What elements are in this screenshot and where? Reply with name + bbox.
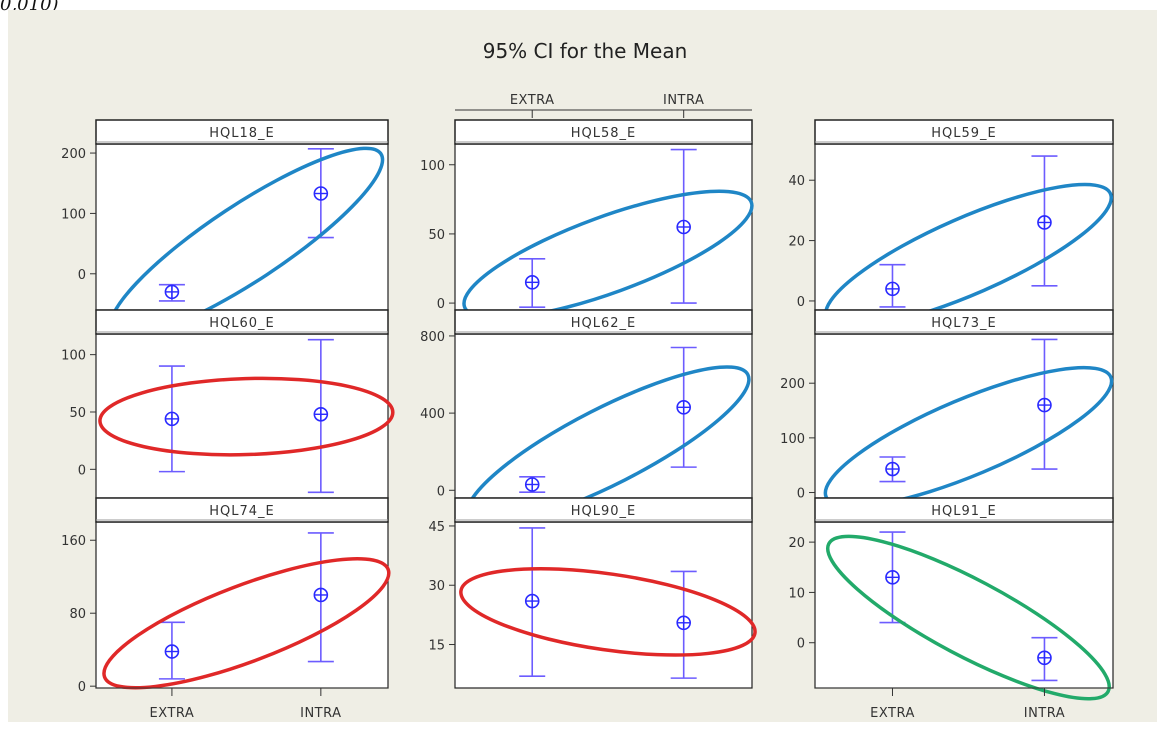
top-axis-label: INTRA: [663, 93, 704, 108]
y-tick-label: 800: [420, 330, 445, 345]
panel-strip: [454, 497, 753, 523]
panel-hql58-e: HQL58_E 0 50 100: [420, 119, 754, 320]
panel-hql91-e: HQL91_E 0 10 20: [788, 497, 1114, 701]
y-tick-label: 50: [69, 406, 86, 421]
panel-strip: [95, 119, 389, 145]
y-tick-label: 0: [437, 297, 445, 312]
y-tick-label: 80: [69, 607, 86, 622]
panel-hql74-e: HQL74_E 0 80 160: [61, 497, 391, 695]
panel-hql59-e: HQL59_E 0 20 40: [788, 119, 1114, 329]
panel-frame: [95, 333, 389, 499]
panel-frame: [814, 333, 1114, 499]
bottom-axis-label: EXTRA: [870, 706, 915, 721]
highlight-ellipse: [823, 365, 1114, 509]
chart-title: 95% CI for the Mean: [483, 39, 688, 63]
y-tick-label: 0: [78, 680, 86, 695]
panel-hql62-e: HQL62_E 0 400 800: [420, 309, 753, 527]
panel-strip: [454, 119, 753, 145]
panel-strip: [814, 309, 1114, 335]
panel-title: HQL18_E: [209, 126, 275, 141]
panel-strip: [95, 497, 389, 523]
y-tick-label: 0: [797, 295, 805, 310]
y-tick-label: 200: [61, 147, 86, 162]
panel-frame: [454, 521, 753, 689]
panel-frame: [814, 143, 1114, 311]
y-tick-label: 50: [428, 228, 445, 243]
panel-hql90-e: HQL90_E 15 30 45: [428, 497, 757, 689]
panel-frame: [814, 521, 1114, 689]
panel-title: HQL91_E: [931, 504, 997, 519]
y-tick-label: 0: [78, 268, 86, 283]
y-tick-label: 100: [61, 207, 86, 222]
highlight-ellipse: [462, 189, 754, 320]
panel-title: HQL62_E: [571, 316, 637, 331]
bottom-axis-label: INTRA: [1024, 706, 1065, 721]
highlight-ellipse: [825, 534, 1111, 701]
y-tick-label: 100: [420, 159, 445, 174]
top-axis-label: EXTRA: [510, 93, 555, 108]
panel-hql60-e: HQL60_E 0 50 100: [61, 309, 395, 499]
panel-title: HQL58_E: [571, 126, 637, 141]
highlight-ellipse: [102, 556, 391, 690]
y-tick-label: 0: [797, 637, 805, 652]
panel-hql73-e: HQL73_E 0 100 200: [780, 309, 1114, 509]
bottom-axis-label: EXTRA: [150, 706, 195, 721]
y-tick-label: 40: [788, 174, 805, 189]
panel-hql18-e: HQL18_E 0 100 200: [61, 119, 389, 339]
panel-strip: [454, 309, 753, 335]
y-tick-label: 10: [788, 586, 805, 601]
y-tick-label: 200: [780, 377, 805, 392]
y-tick-label: 0: [78, 463, 86, 478]
y-tick-label: 0: [797, 487, 805, 502]
y-tick-label: 45: [428, 520, 445, 535]
highlight-ellipse: [459, 567, 757, 657]
panel-frame: [95, 143, 389, 311]
bottom-axis-label: INTRA: [300, 706, 341, 721]
panel-frame: [454, 143, 753, 311]
panel-frame: [454, 333, 753, 499]
y-tick-label: 20: [788, 235, 805, 250]
panel-strip: [814, 119, 1114, 145]
panel-title: HQL59_E: [931, 126, 997, 141]
panel-title: HQL60_E: [209, 316, 275, 331]
y-tick-label: 0: [437, 484, 445, 499]
y-tick-label: 100: [61, 349, 86, 364]
y-tick-label: 30: [428, 579, 445, 594]
panel-title: HQL73_E: [931, 316, 997, 331]
panel-title: HQL74_E: [209, 504, 275, 519]
panel-strip: [95, 309, 389, 335]
y-tick-label: 20: [788, 536, 805, 551]
y-tick-label: 400: [420, 407, 445, 422]
panel-frame: [95, 521, 389, 689]
panel-title: HQL90_E: [571, 504, 637, 519]
y-tick-label: 100: [780, 432, 805, 447]
y-tick-label: 15: [428, 639, 445, 654]
y-tick-label: 160: [61, 534, 86, 549]
panel-strip: [814, 497, 1114, 523]
highlight-ellipse: [98, 376, 395, 457]
